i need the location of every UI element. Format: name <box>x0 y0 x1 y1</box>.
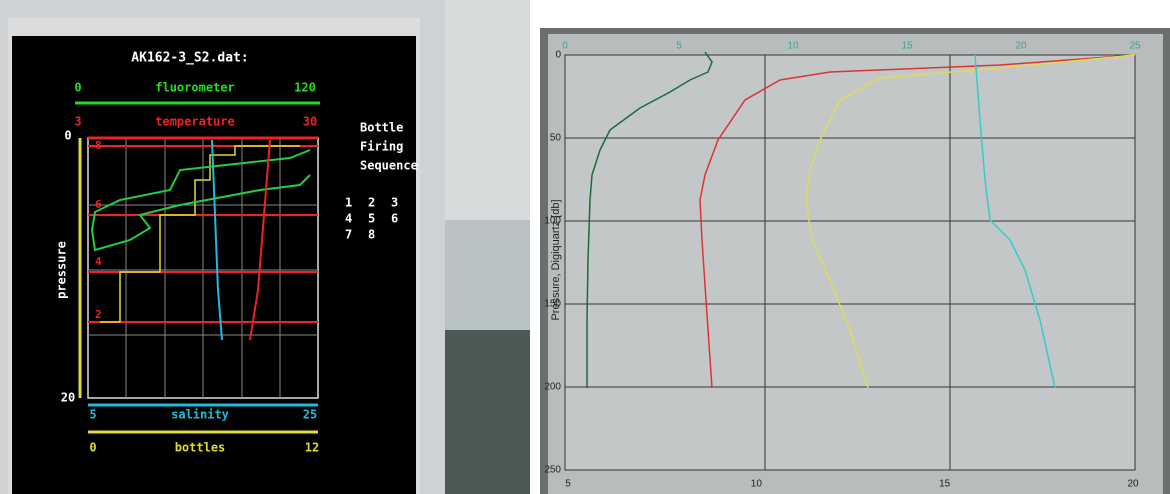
temperature-label: temperature <box>155 115 234 129</box>
desk <box>445 330 530 494</box>
bottom-tick-label: 5 <box>565 479 571 490</box>
top-tick-label: 0 <box>562 41 568 52</box>
bottles-max: 12 <box>305 441 319 455</box>
top-tick-label: 15 <box>901 41 913 52</box>
temperature-min: 3 <box>74 115 81 129</box>
salinity-label: salinity <box>171 408 229 422</box>
page: {"left_screen": { "title": "AK162-3_S2.d… <box>0 0 1170 494</box>
temperature-max: 30 <box>303 115 317 129</box>
top-tick-label: 25 <box>1129 41 1141 52</box>
legend-number: 8 <box>368 228 375 242</box>
legend-title: Bottle <box>360 121 403 135</box>
fluorometer-min: 0 <box>74 81 81 95</box>
bottom-tick-label: 20 <box>1127 479 1139 490</box>
y-tick-label: 50 <box>550 133 562 144</box>
bottom-tick-label: 15 <box>939 479 951 490</box>
legend-title: Sequence <box>360 159 418 173</box>
salinity-min: 5 <box>89 408 96 422</box>
bottle-marker: 6 <box>95 198 102 211</box>
legend-title: Firing <box>360 140 403 154</box>
legend-number: 5 <box>368 212 375 226</box>
pressure-label: pressure <box>55 241 69 299</box>
bottles-label: bottles <box>175 441 226 455</box>
bottom-tick-label: 10 <box>751 479 763 490</box>
bottle-marker: 8 <box>95 139 102 152</box>
y-axis-label: Pressure, Digiquartz [db] <box>550 199 562 320</box>
right-plot-frame <box>565 55 1135 470</box>
top-tick-label: 5 <box>676 41 682 52</box>
legend-number: 2 <box>368 196 375 210</box>
fluorometer-max: 120 <box>294 81 316 95</box>
salinity-max: 25 <box>303 408 317 422</box>
pressure-max: 20 <box>61 391 75 405</box>
photo-collage: AK162-3_S2.dat: 0 fluorometer 120 3 temp… <box>0 0 1170 494</box>
top-tick-label: 10 <box>787 41 799 52</box>
y-tick-label: 250 <box>544 465 561 476</box>
bottle-marker: 2 <box>95 308 102 321</box>
left-title: AK162-3_S2.dat: <box>131 51 248 66</box>
legend-number: 7 <box>345 228 352 242</box>
y-tick-label: 0 <box>555 50 561 61</box>
top-tick-label: 20 <box>1015 41 1027 52</box>
bottle-marker: 4 <box>95 255 102 268</box>
fluorometer-label: fluorometer <box>155 81 234 95</box>
legend-number: 3 <box>391 196 398 210</box>
left-screen <box>12 36 416 494</box>
y-tick-label: 200 <box>544 382 561 393</box>
bottles-min: 0 <box>89 441 96 455</box>
legend-number: 6 <box>391 212 398 226</box>
pressure-min: 0 <box>64 129 71 143</box>
legend-number: 4 <box>345 212 352 226</box>
legend-number: 1 <box>345 196 352 210</box>
